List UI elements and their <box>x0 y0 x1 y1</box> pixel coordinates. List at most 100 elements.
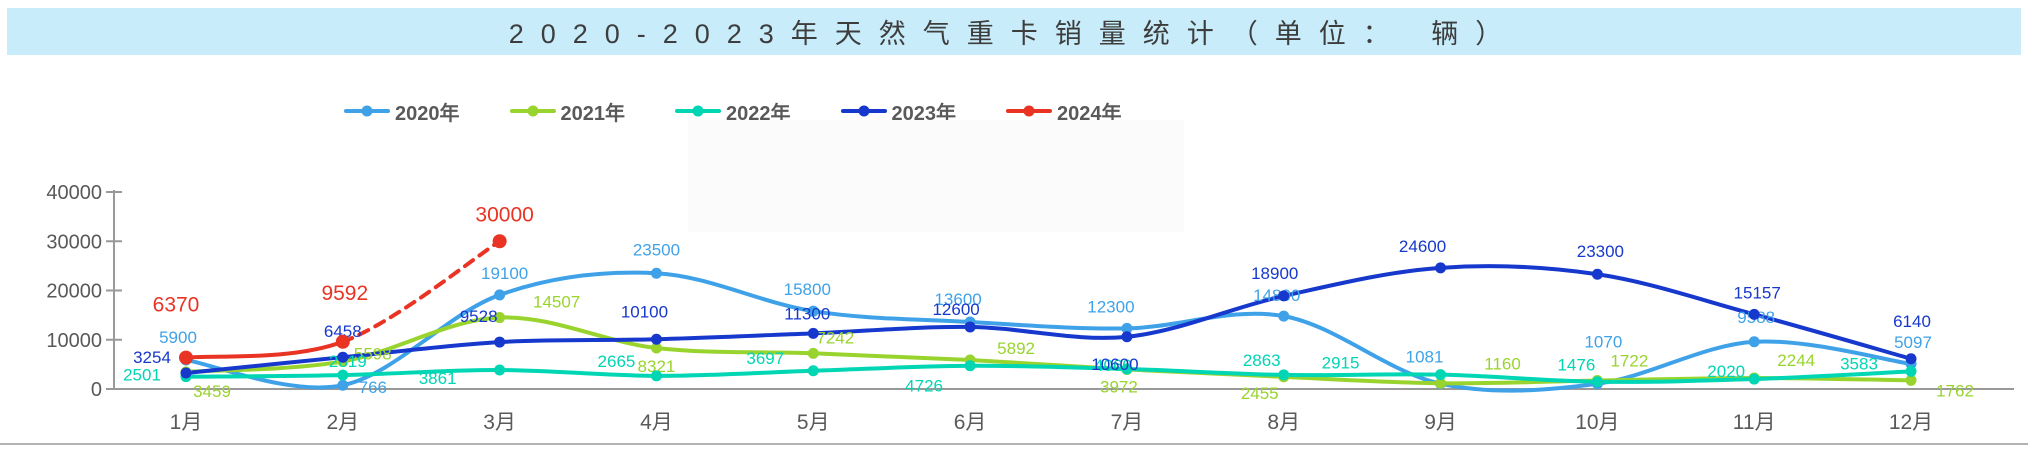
data-label-2023: 23300 <box>1577 242 1624 261</box>
data-label-2021: 3459 <box>193 382 231 401</box>
data-point-2020 <box>337 379 349 391</box>
legend-item-2020: 2020年 <box>344 97 460 126</box>
x-tick-label: 7月 <box>1111 411 1144 434</box>
data-label-2020: 23500 <box>633 240 680 259</box>
legend-line-marker-icon <box>840 105 887 117</box>
data-label-2021: 2244 <box>1777 351 1815 370</box>
chart-title: 2020-2023年天然气重卡销量统计（单位： 辆） <box>508 19 1520 49</box>
x-tick-label: 8月 <box>1267 411 1300 434</box>
data-point-2022 <box>1905 365 1917 377</box>
data-label-2024: 9592 <box>321 282 368 305</box>
data-label-2020: 14800 <box>1253 286 1300 305</box>
data-point-2021 <box>650 342 662 354</box>
data-label-2021: 5892 <box>997 339 1035 358</box>
data-label-2020: 5900 <box>159 328 197 347</box>
data-label-2022: 4726 <box>905 377 943 396</box>
data-point-2022 <box>1748 373 1760 385</box>
data-point-2020 <box>1748 336 1760 348</box>
chart-legend: 2020年 2021年 2022年 2023年 2024年 <box>344 96 1122 126</box>
legend-line-marker-icon <box>344 105 390 117</box>
legend-item-2022: 2022年 <box>675 97 791 126</box>
data-point-2022 <box>807 365 819 377</box>
legend-item-2023: 2023年 <box>840 97 957 126</box>
data-point-2023 <box>964 321 976 333</box>
data-point-2020 <box>650 267 662 279</box>
series-line-2023 <box>184 264 1914 375</box>
x-tick-label: 12月 <box>1889 411 1933 434</box>
data-point-2023 <box>1278 290 1290 302</box>
data-point-2022 <box>964 360 976 372</box>
data-point-2021 <box>494 312 506 324</box>
y-tick-label: 10000 <box>46 330 102 352</box>
data-point-2024 <box>179 350 193 365</box>
x-tick-label: 2月 <box>326 411 359 434</box>
data-label-2023: 6458 <box>324 322 362 341</box>
data-point-2022 <box>494 364 506 376</box>
x-tick-label: 9月 <box>1424 411 1457 434</box>
data-point-2020 <box>494 289 506 301</box>
data-point-2023 <box>494 336 506 348</box>
data-label-2022: 3697 <box>746 349 784 368</box>
data-point-2023 <box>1121 331 1133 343</box>
data-label-2021: 3972 <box>1100 377 1138 396</box>
data-point-2023 <box>807 327 819 339</box>
legend-label: 2023年 <box>891 102 957 125</box>
data-label-2023: 9528 <box>460 307 498 326</box>
data-label-2023: 18900 <box>1251 264 1298 283</box>
data-label-2024: 6370 <box>153 294 200 317</box>
data-label-2023: 11300 <box>784 304 830 323</box>
legend-label: 2022年 <box>726 102 791 125</box>
data-point-2021 <box>1435 377 1447 389</box>
data-point-2021 <box>807 347 819 359</box>
data-label-2020: 13600 <box>934 290 981 309</box>
data-point-2022 <box>1591 376 1603 388</box>
data-label-2022: 2020 <box>1707 362 1745 381</box>
data-label-2023: 10600 <box>1091 355 1138 374</box>
data-label-2020: 19100 <box>481 264 528 283</box>
data-label-2021: 8321 <box>638 357 676 376</box>
data-label-2023: 3254 <box>133 348 171 367</box>
legend-label: 2020年 <box>395 102 460 125</box>
data-label-2023: 24600 <box>1399 237 1446 256</box>
data-point-2022 <box>650 370 662 382</box>
x-tick-label: 11月 <box>1733 411 1776 434</box>
data-label-2022: 2915 <box>1322 354 1360 373</box>
data-point-2023 <box>1435 262 1447 274</box>
y-tick-label: 20000 <box>46 281 102 303</box>
data-label-2020: 1070 <box>1584 333 1622 352</box>
y-tick-label: 40000 <box>46 182 102 204</box>
data-point-2023 <box>1591 268 1603 280</box>
data-label-2022: 2501 <box>123 366 161 385</box>
data-label-2021: 14507 <box>533 293 580 312</box>
series-line-forecast-2024 <box>340 239 502 344</box>
data-label-2022: 3861 <box>419 369 457 388</box>
legend-label: 2021年 <box>560 102 626 125</box>
data-label-2022: 2863 <box>1243 351 1281 370</box>
data-label-2023: 6140 <box>1893 312 1931 331</box>
data-point-2021 <box>1905 374 1917 386</box>
x-tick-label: 10月 <box>1575 411 1619 434</box>
data-label-2020: 5097 <box>1894 333 1932 352</box>
data-point-2022 <box>1278 369 1290 381</box>
legend-line-marker-icon <box>675 105 721 117</box>
x-tick-label: 4月 <box>640 411 673 434</box>
data-label-2021: 5598 <box>354 344 392 363</box>
watermark-patch <box>688 120 1184 232</box>
data-point-2020 <box>1121 322 1133 334</box>
data-label-2023: 15157 <box>1734 283 1781 302</box>
x-tick-label: 5月 <box>797 411 830 434</box>
data-point-2022 <box>337 369 349 381</box>
data-point-2023 <box>1748 308 1760 320</box>
data-point-2024 <box>335 334 350 349</box>
series-line-2024 <box>184 339 345 360</box>
data-point-2022 <box>1121 363 1133 375</box>
chart-title-bar: 2020-2023年天然气重卡销量统计（单位： 辆） <box>7 8 2021 55</box>
data-label-2021: 7242 <box>816 328 854 347</box>
data-label-2024: 30000 <box>475 203 533 226</box>
y-tick-label: 0 <box>91 379 102 401</box>
data-point-2022 <box>1435 369 1447 381</box>
data-label-2021: 1762 <box>1936 381 1974 400</box>
data-label-2022: 1476 <box>1557 356 1595 375</box>
legend-item-2024: 2024年 <box>1006 97 1122 126</box>
